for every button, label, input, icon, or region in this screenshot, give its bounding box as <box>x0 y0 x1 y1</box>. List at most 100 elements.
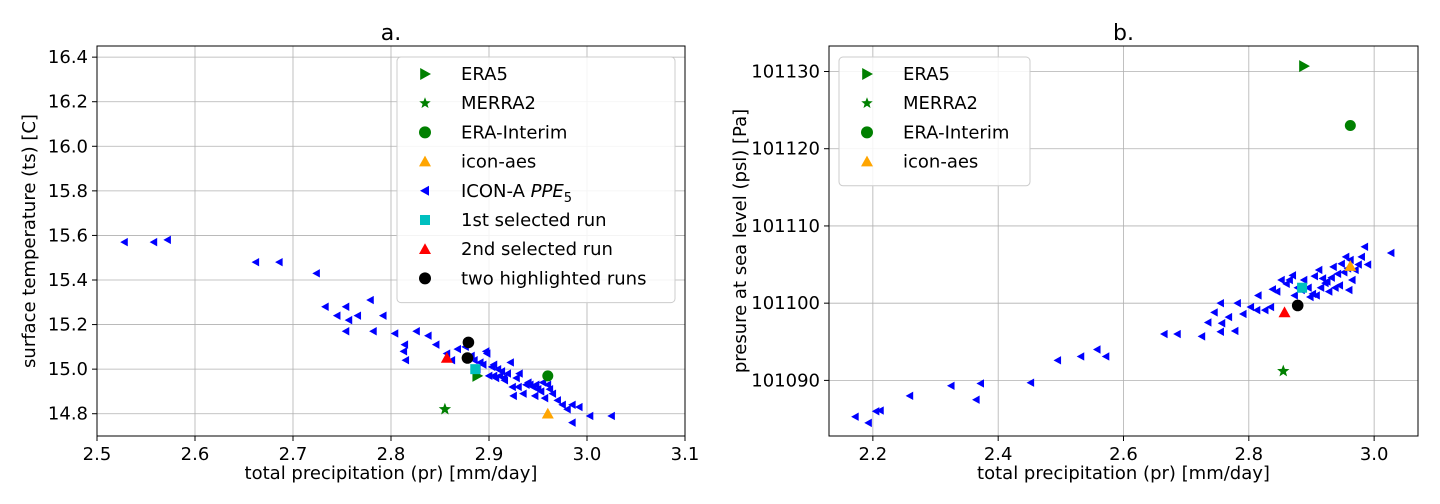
data-point <box>1322 277 1331 286</box>
y-axis-label: presure at sea level (psl) [Pa] <box>730 109 751 373</box>
data-point <box>1233 298 1241 308</box>
data-point <box>321 302 329 311</box>
data-point <box>545 385 554 394</box>
data-point <box>531 380 540 389</box>
data-point <box>512 373 520 383</box>
y-tick-label: 15.0 <box>48 359 88 380</box>
axes-frame <box>828 45 1419 437</box>
legend-entry: ICON-A PPE5 <box>420 181 572 206</box>
data-point <box>149 237 158 247</box>
data-point <box>341 302 350 311</box>
data-point <box>366 295 374 305</box>
series-icon-a-ppe <box>851 242 1395 428</box>
data-point <box>1230 326 1239 336</box>
data-points <box>851 60 1395 428</box>
legend-entry: ERA5 <box>420 64 508 85</box>
legend-marker <box>419 243 431 254</box>
data-point <box>568 400 576 409</box>
data-point <box>1312 291 1320 300</box>
data-point <box>503 369 511 378</box>
data-point <box>1277 364 1290 377</box>
legend-entry: MERRA2 <box>419 93 536 114</box>
data-point <box>1216 298 1224 308</box>
data-point <box>1344 120 1356 132</box>
data-point <box>484 371 493 381</box>
data-point <box>585 411 594 421</box>
data-point <box>1246 302 1255 312</box>
data-point <box>1026 378 1035 387</box>
data-point <box>976 379 984 388</box>
x-tick-label: 2.2 <box>859 444 888 465</box>
data-point <box>1224 312 1233 322</box>
x-tick-label: 2.6 <box>181 444 210 465</box>
data-point <box>312 269 320 278</box>
legend-label: icon-aes <box>461 152 536 173</box>
legend-marker <box>419 97 431 109</box>
data-point <box>499 373 508 383</box>
legend-marker <box>419 155 431 167</box>
legend-marker <box>862 68 873 80</box>
data-point <box>399 347 408 356</box>
series-2nd-selected-run <box>440 352 453 363</box>
data-point <box>390 329 399 338</box>
data-point <box>506 358 514 367</box>
data-point <box>1238 309 1247 319</box>
data-point <box>1290 291 1298 300</box>
y-tick-label: 16.4 <box>48 47 88 68</box>
data-point <box>558 400 566 409</box>
legend-label: ERA-Interim <box>461 122 567 143</box>
data-point <box>453 344 461 354</box>
x-tick-label: 3.1 <box>671 444 700 465</box>
data-point <box>563 405 571 414</box>
data-point <box>542 370 554 382</box>
legend-label: MERRA2 <box>903 93 978 114</box>
legend-marker <box>861 155 873 167</box>
data-point <box>548 389 557 398</box>
data-point <box>514 382 522 392</box>
data-point <box>332 311 341 320</box>
data-point <box>1203 318 1212 327</box>
data-point <box>1354 260 1362 269</box>
chart-title: a. <box>381 21 401 46</box>
data-point <box>1288 271 1297 280</box>
data-point <box>851 412 859 421</box>
legend-label: ERA5 <box>461 64 508 85</box>
legend-marker <box>419 126 431 139</box>
legend-entry: ERA5 <box>862 64 950 85</box>
data-point <box>524 378 532 387</box>
series-merra2 <box>438 402 452 415</box>
data-point <box>1266 302 1275 312</box>
legend-subscript: 5 <box>564 191 572 206</box>
data-point <box>1217 319 1226 328</box>
data-point <box>509 391 517 401</box>
data-point <box>905 391 914 401</box>
data-point <box>369 327 377 336</box>
series-1st-selected-run <box>1297 282 1308 293</box>
series-icon-aes <box>1344 260 1357 271</box>
data-point <box>1297 282 1308 293</box>
data-point <box>864 418 872 428</box>
data-point <box>1346 255 1354 265</box>
data-point <box>470 356 478 365</box>
series-era5 <box>1299 60 1310 73</box>
data-point <box>541 407 554 419</box>
data-point <box>876 406 884 415</box>
data-point <box>431 340 440 349</box>
legend-label: two highlighted runs <box>461 268 646 289</box>
legend-entry: two highlighted runs <box>419 268 646 289</box>
data-point <box>568 418 576 427</box>
data-point <box>543 380 552 389</box>
data-point <box>519 389 527 398</box>
x-tick-label: 2.6 <box>1109 444 1138 465</box>
data-point <box>1254 291 1262 300</box>
x-tick-label: 2.5 <box>83 444 112 465</box>
data-point <box>1160 329 1168 339</box>
data-point <box>1216 327 1224 336</box>
x-tick-label: 2.9 <box>475 444 504 465</box>
data-point <box>1282 279 1290 289</box>
data-point <box>438 402 452 415</box>
y-tick-label: 101120 <box>751 139 820 160</box>
chart-panel-1: 2.5 2.6 2.7 2.8 2.9 3.0 3.1 14.8 15.0 15.2 15.4 15.… <box>19 21 699 484</box>
data-point <box>462 336 475 349</box>
